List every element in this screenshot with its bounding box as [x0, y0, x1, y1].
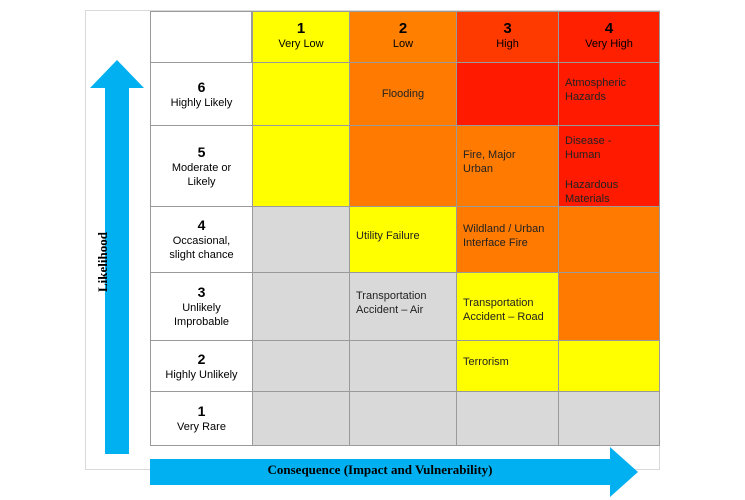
row-number: 1 [197, 403, 206, 419]
cell-r2-c3: Terrorism [456, 340, 559, 392]
cell-r2-c1 [252, 340, 350, 392]
row-number: 4 [197, 217, 206, 233]
column-header-4: 4 Very High [558, 11, 660, 63]
row-label: Occasional, slight chance [169, 235, 234, 261]
hazard-transport-air: Transportation Accident – Air [356, 290, 427, 316]
cell-r2-c4 [558, 340, 660, 392]
cell-r5-c2 [349, 125, 457, 207]
cell-r4-c4 [558, 206, 660, 273]
column-number: 1 [296, 20, 306, 37]
cell-r5-c3: Fire, Major Urban [456, 125, 559, 207]
cell-r3-c4 [558, 272, 660, 341]
row-header-1: 1 Very Rare [150, 391, 253, 446]
cell-r4-c3: Wildland / Urban Interface Fire [456, 206, 559, 273]
cell-r3-c3: Transportation Accident – Road [456, 272, 559, 341]
row-number: 3 [197, 284, 206, 300]
cell-r6-c3 [456, 62, 559, 126]
hazard-utility-failure: Utility Failure [356, 230, 420, 242]
column-number: 3 [503, 20, 512, 37]
likelihood-arrow [90, 60, 144, 454]
row-header-3: 3 Unlikely Improbable [150, 272, 253, 341]
cell-r5-c4: Disease - Human Hazardous Materials [558, 125, 660, 207]
column-label: Low [392, 38, 414, 50]
hazard-fire-major-urban: Fire, Major Urban [463, 149, 516, 175]
column-label: Very Low [278, 38, 324, 50]
cell-r1-c2 [349, 391, 457, 446]
cell-r1-c3 [456, 391, 559, 446]
row-number: 6 [197, 78, 206, 95]
cell-r4-c2: Utility Failure [349, 206, 457, 273]
column-number: 4 [604, 20, 614, 37]
row-header-4: 4 Occasional, slight chance [150, 206, 253, 273]
column-label: Very High [585, 38, 633, 50]
likelihood-axis-label: Likelihood [95, 232, 110, 292]
corner-cell [150, 11, 252, 63]
row-header-6: 6 Highly Likely [150, 62, 253, 126]
consequence-axis-label: Consequence (Impact and Vulnerability) [267, 462, 493, 477]
column-label: High [496, 38, 519, 50]
cell-r6-c2: Flooding [349, 62, 457, 126]
row-label: Highly Likely [170, 96, 233, 109]
hazard-flooding: Flooding [381, 88, 425, 100]
cell-r6-c4: Atmospheric Hazards [558, 62, 660, 126]
hazard-hazardous-materials: Hazardous Materials [565, 179, 619, 205]
row-label: Highly Unlikely [165, 368, 238, 381]
column-header-2: 2 Low [349, 11, 457, 63]
row-label: Very Rare [177, 421, 226, 433]
row-number: 2 [197, 350, 206, 367]
cell-r4-c1 [252, 206, 350, 273]
cell-r3-c1 [252, 272, 350, 341]
hazard-wildland-urban-fire: Wildland / Urban Interface Fire [463, 223, 545, 249]
column-number: 2 [398, 20, 408, 37]
cell-r3-c2: Transportation Accident – Air [349, 272, 457, 341]
cell-r1-c1 [252, 391, 350, 446]
cell-r2-c2 [349, 340, 457, 392]
hazard-disease-human: Disease - Human [565, 135, 612, 161]
row-label: Moderate or Likely [171, 161, 232, 188]
row-number: 5 [197, 143, 206, 160]
cell-r5-c1 [252, 125, 350, 207]
row-header-2: 2 Highly Unlikely [150, 340, 253, 392]
hazard-terrorism: Terrorism [463, 356, 509, 368]
hazard-transport-road: Transportation Accident – Road [463, 297, 544, 323]
cell-r1-c4 [558, 391, 660, 446]
row-header-5: 5 Moderate or Likely [150, 125, 253, 207]
row-label: Unlikely Improbable [173, 302, 230, 328]
hazard-atmospheric: Atmospheric Hazards [565, 77, 627, 103]
consequence-arrow [150, 447, 638, 497]
column-header-3: 3 High [456, 11, 559, 63]
column-header-1: 1 Very Low [252, 11, 350, 63]
cell-r6-c1 [252, 62, 350, 126]
